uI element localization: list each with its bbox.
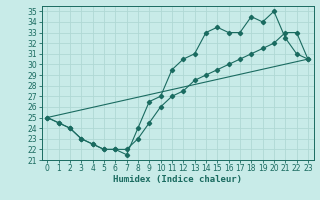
X-axis label: Humidex (Indice chaleur): Humidex (Indice chaleur) (113, 175, 242, 184)
